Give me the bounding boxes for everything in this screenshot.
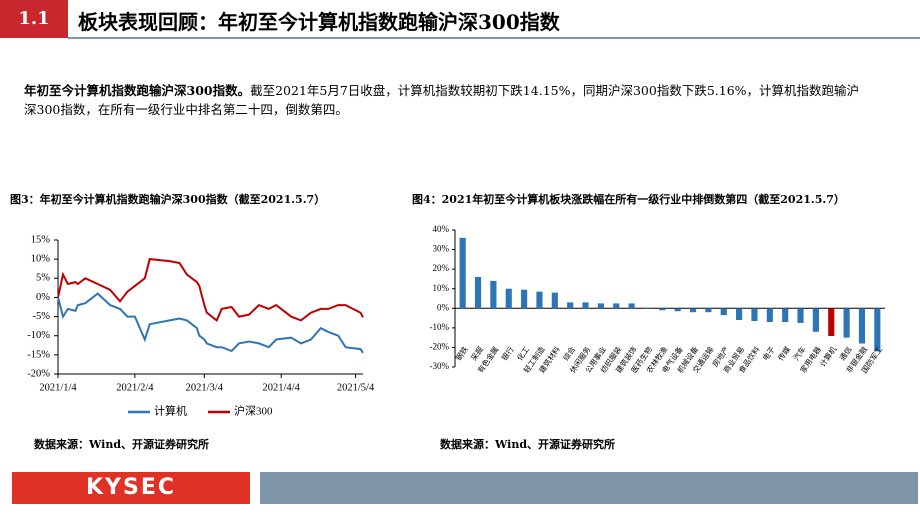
section-number: 1.1 (18, 8, 50, 29)
x-tick-label: 2021/5/4 (337, 382, 375, 393)
y-tick-label: 40% (433, 224, 450, 234)
bar (705, 308, 712, 313)
x-tick-label: 电子 (760, 344, 777, 362)
chart-title: 图3：年初至今计算机指数跑输沪深300指数（截至2021.5.7） (10, 193, 326, 206)
x-tick-label: 计算机 (817, 344, 838, 369)
footer-bar (260, 472, 918, 504)
logo: KYSEC (12, 472, 250, 504)
bar (551, 292, 558, 309)
x-tick-label: 2021/3/4 (186, 382, 224, 393)
bar (490, 280, 497, 309)
bar (659, 308, 666, 311)
series-line (57, 258, 364, 322)
section-badge (0, 0, 68, 38)
bar (674, 308, 681, 312)
y-tick-label: -30% (430, 361, 450, 371)
source-note: 数据来源：Wind、开源证券研究所 (34, 438, 210, 451)
y-tick-label: -5% (33, 311, 51, 322)
x-tick-label: 2021/2/4 (116, 382, 154, 393)
bar (459, 237, 466, 309)
y-tick-label: 0% (437, 302, 450, 312)
bar (628, 303, 635, 309)
y-tick-label: -10% (27, 330, 50, 341)
y-tick-label: 30% (433, 244, 450, 254)
legend-label: 计算机 (154, 404, 187, 418)
bar (858, 308, 866, 344)
bar (828, 308, 835, 336)
bar (521, 289, 528, 309)
bar (812, 308, 819, 332)
bar (843, 308, 850, 338)
bar (720, 308, 727, 316)
bar (474, 276, 482, 309)
x-tick-label: 银行 (499, 344, 516, 362)
bar (643, 307, 651, 309)
header-rule (68, 37, 920, 39)
bar (613, 303, 620, 309)
bar (597, 303, 604, 309)
summary-text: 截至2021年5月7日收盘，计算机指数较期初下跌14.15%，同期沪深300指数… (24, 83, 860, 117)
y-tick-label: 15% (31, 234, 51, 245)
x-tick-label: 传媒 (775, 344, 792, 362)
y-tick-label: 10% (433, 283, 450, 293)
series-line (57, 292, 364, 354)
bar (766, 308, 773, 322)
line-chart: -20% -15% -10% -5% 0% 5% 10% 15% 2021/1/4 2021/2/… (27, 234, 375, 418)
bar (536, 291, 543, 309)
x-tick-label: 2021/1/4 (39, 382, 77, 393)
bar (582, 302, 589, 309)
y-tick-label: -10% (430, 322, 450, 332)
y-tick-label: -20% (430, 341, 450, 351)
bar (782, 308, 789, 322)
summary: 年初至今计算机指数跑输沪深300指数。截至2021年5月7日收盘，计算机指数较期… (24, 81, 864, 119)
chart-title: 图4：2021年初至今计算机板块涨跌幅在所有一级行业中排倒数第四（截至2021.… (412, 193, 845, 206)
bar (689, 308, 697, 313)
bar (797, 308, 804, 323)
bar (736, 308, 743, 321)
y-tick-label: -20% (27, 368, 50, 379)
bar (567, 302, 574, 309)
slide-title: 板块表现回顾：年初至今计算机指数跑输沪深300指数 (78, 10, 560, 34)
x-tick-label: 2021/4/4 (262, 382, 300, 393)
y-tick-label: -15% (27, 349, 50, 360)
y-tick-label: 20% (433, 263, 450, 273)
summary-lead: 年初至今计算机指数跑输沪深300指数。 (24, 83, 251, 98)
y-tick-label: 0% (36, 292, 50, 303)
legend-label: 沪深300 (234, 404, 273, 418)
bar (874, 308, 881, 352)
y-tick-label: 10% (31, 254, 51, 265)
bar (505, 288, 512, 309)
y-tick-label: 5% (36, 273, 50, 284)
bar (751, 308, 758, 322)
source-note: 数据来源：Wind、开源证券研究所 (440, 438, 616, 451)
